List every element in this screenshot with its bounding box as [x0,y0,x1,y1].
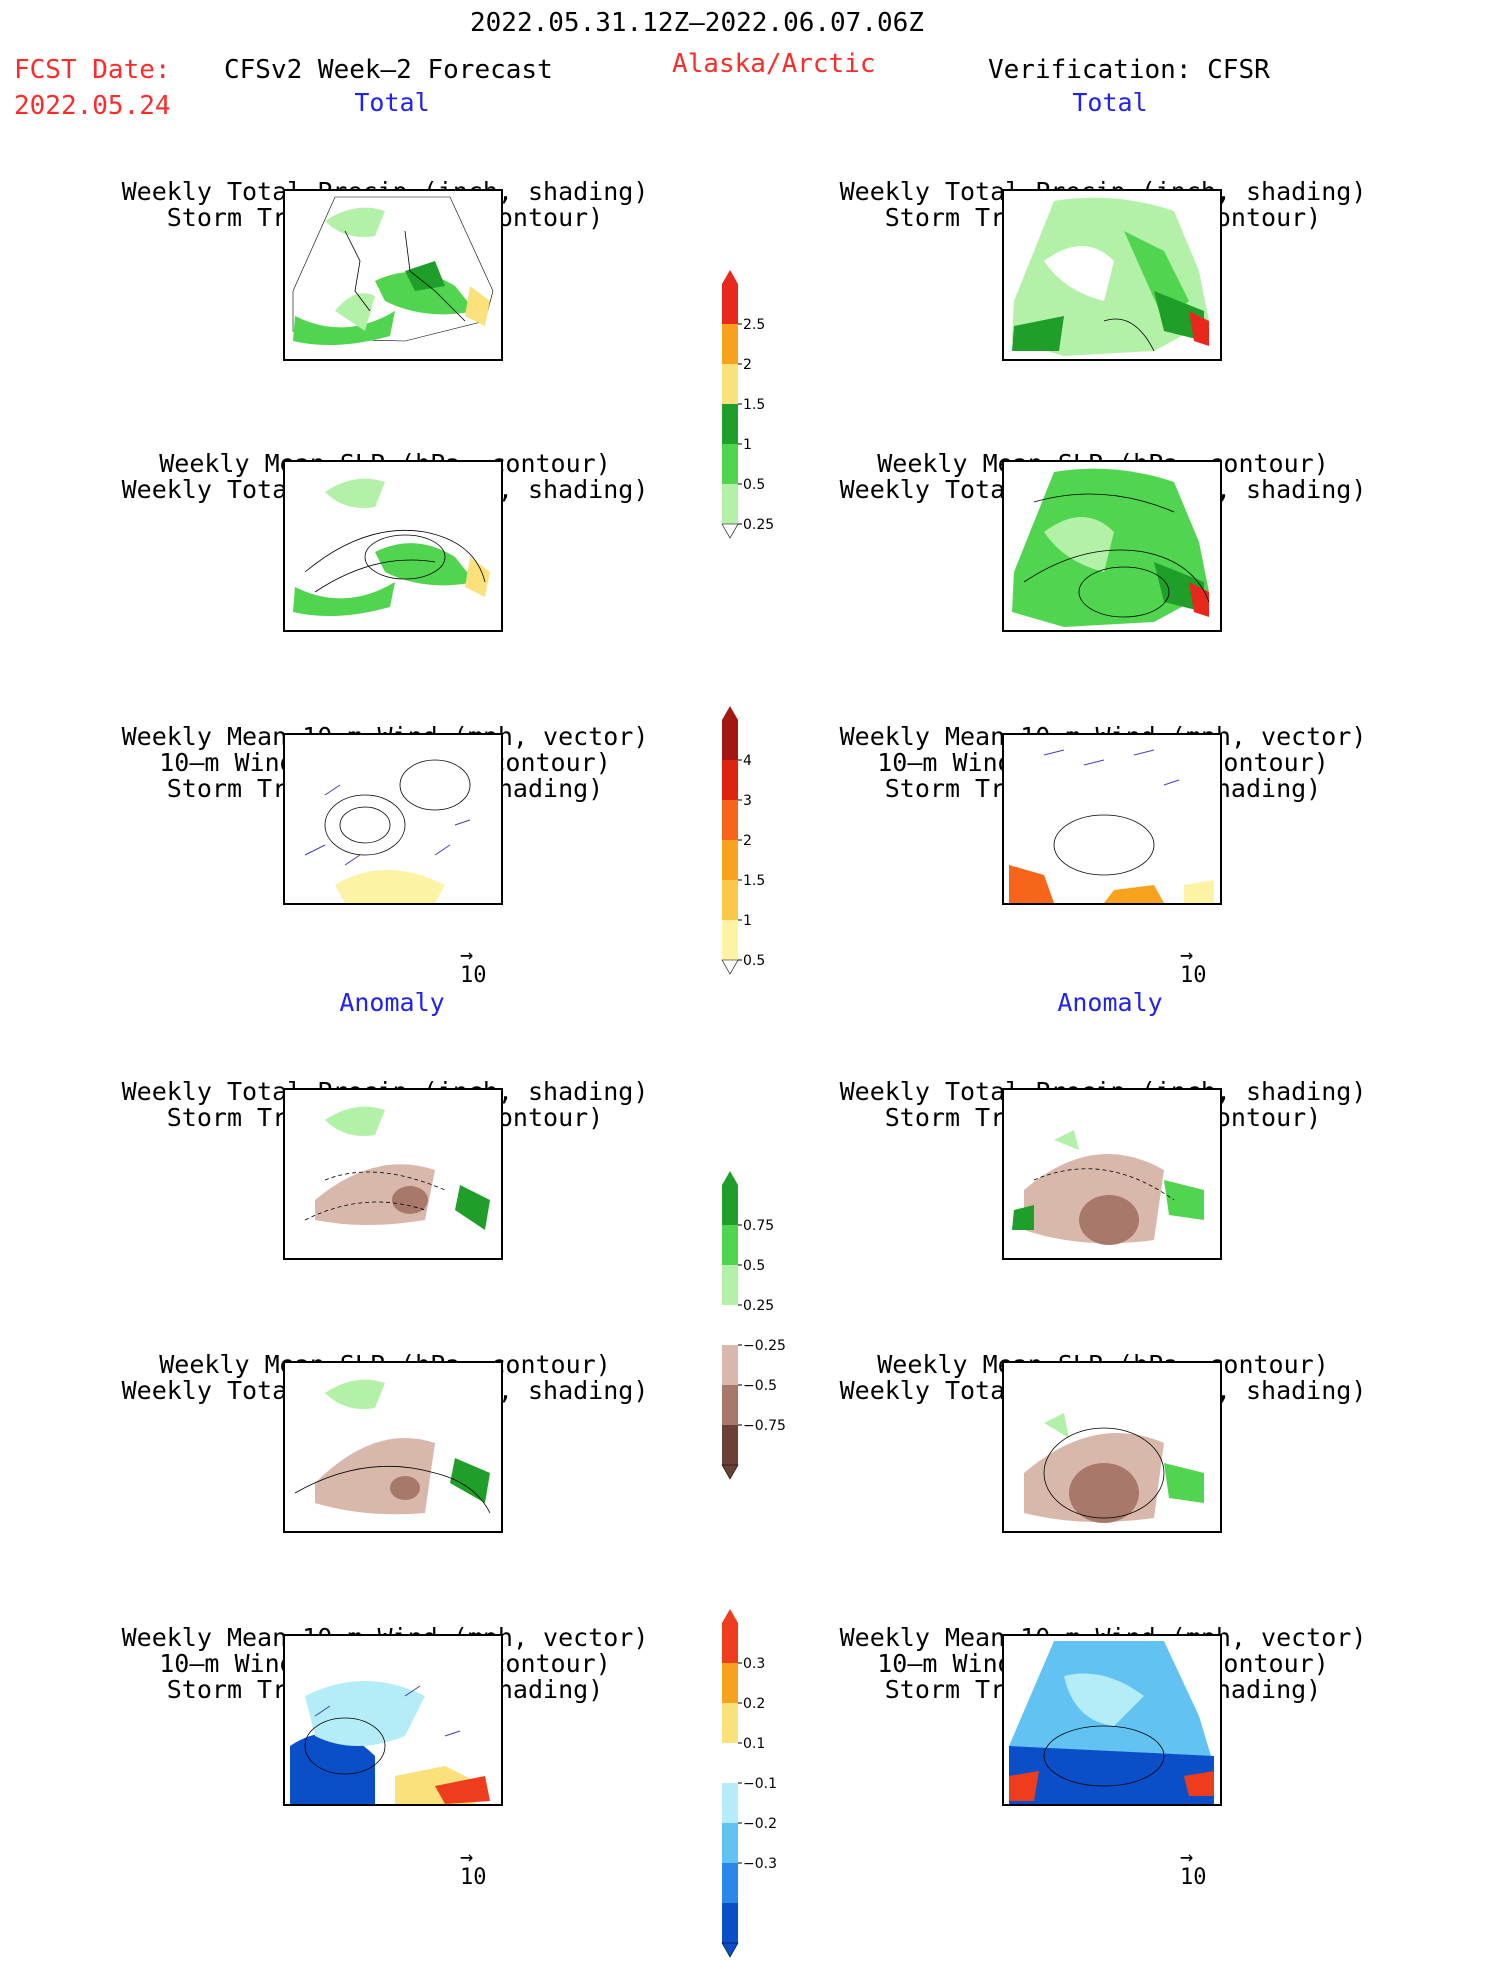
colorbar-label: 3 [743,793,752,809]
colorbar-label: 0.3 [743,1656,765,1672]
section-total-left: Total [354,88,430,117]
map-precip-storm-total-verif [1002,189,1222,361]
colorbar-label: 1.5 [743,873,765,889]
colorbar-bottom-arrow [721,1942,739,1958]
colorbar-label: 0.75 [743,1218,774,1234]
colorbar-segment [722,1903,738,1943]
colorbar-label: 1.5 [743,397,765,413]
colorbar-label: 0.5 [743,1258,765,1274]
colorbar-top-arrow [722,270,738,284]
colorbar-bottom-arrow [721,523,739,539]
colorbar-segment [722,1385,738,1425]
colorbar-label: 0.2 [743,1696,765,1712]
colorbar-label: 1 [743,913,752,929]
map-slp-precip-total-fcst [283,460,503,632]
verification-title: Verification: CFSR [988,55,1270,85]
section-anomaly-right: Anomaly [1057,988,1163,1017]
colorbar-segment [722,484,738,524]
colorbar-segment [722,1663,738,1703]
colorbar-label: 2 [743,833,752,849]
colorbar-segment [722,760,738,800]
colorbar-segment [722,364,738,404]
colorbar-label: −0.75 [743,1418,786,1434]
colorbar-segment [722,1743,738,1783]
colorbar-precip-anom: 0.75 0.5 0.25 −0.25 −0.5 −0.75 [721,1171,812,1483]
colorbar-label: 0.25 [743,517,774,533]
colorbar-segment [722,800,738,840]
map-slp-precip-total-verif [1002,460,1222,632]
colorbar-label: 0.25 [743,1298,774,1314]
colorbar-precip-total: 2.5 2 1.5 1 0.5 0.25 [721,270,812,542]
colorbar-segment [722,720,738,760]
map-slp-precip-anom-verif [1002,1361,1222,1533]
colorbar-segment [722,444,738,484]
map-precip-storm-anom-fcst [283,1088,503,1260]
vector-ref-total-fcst: → 10 [460,943,487,988]
colorbar-segment [722,920,738,960]
region-title: Alaska/Arctic [672,49,876,79]
map-precip-storm-total-fcst [283,189,503,361]
colorbar-top-arrow [722,706,738,720]
colorbar-segment [722,284,738,324]
colorbar-label: −0.2 [743,1816,777,1832]
map-wind-storm-anom-verif [1002,1634,1222,1806]
vector-ref-total-verif: → 10 [1180,943,1207,988]
vector-ref-anom-fcst: → 10 [460,1845,487,1890]
colorbar-segment [722,1425,738,1465]
colorbar-segment [722,1305,738,1345]
colorbar-segment [722,1185,738,1225]
colorbar-label: 1 [743,437,752,453]
colorbar-label: −0.1 [743,1776,777,1792]
map-wind-storm-total-fcst [283,733,503,905]
colorbar-label: −0.25 [743,1338,786,1354]
vector-ref-anom-verif: → 10 [1180,1845,1207,1890]
colorbar-top-arrow [722,1171,738,1185]
colorbar-label: 0.1 [743,1736,765,1752]
map-precip-storm-anom-verif [1002,1088,1222,1260]
colorbar-label: −0.5 [743,1378,777,1394]
map-wind-storm-total-verif [1002,733,1222,905]
colorbar-label: −0.3 [743,1856,777,1872]
colorbar-segment [722,1265,738,1305]
colorbar-storm-anom: 0.3 0.2 0.1 −0.1 −0.2 −0.3 [721,1609,812,1961]
colorbar-segment [722,1345,738,1385]
fcst-label: FCST Date: [14,55,171,85]
map-wind-storm-anom-fcst [283,1634,503,1806]
colorbar-segment [722,404,738,444]
colorbar-segment [722,840,738,880]
colorbar-top-arrow [722,1609,738,1623]
colorbar-segment [722,1623,738,1663]
colorbar-segment [722,1823,738,1863]
colorbar-segment [722,880,738,920]
model-title: CFSv2 Week–2 Forecast [224,55,553,85]
colorbar-segment [722,1863,738,1903]
colorbar-label: 0.5 [743,953,765,969]
colorbar-bottom-arrow [721,1464,739,1480]
colorbar-segment [722,324,738,364]
colorbar-label: 2 [743,357,752,373]
colorbar-label: 0.5 [743,477,765,493]
colorbar-segment [722,1703,738,1743]
colorbar-label: 2.5 [743,317,765,333]
section-total-right: Total [1072,88,1148,117]
colorbar-segment [722,1225,738,1265]
colorbar-bottom-arrow [721,959,739,975]
colorbar-label: 4 [743,753,752,769]
colorbar-segment [722,1783,738,1823]
map-slp-precip-anom-fcst [283,1361,503,1533]
section-anomaly-left: Anomaly [339,988,445,1017]
colorbar-storm-total: 4 3 2 1.5 1 0.5 [721,706,812,978]
period-title: 2022.05.31.12Z–2022.06.07.06Z [470,8,924,38]
fcst-date: 2022.05.24 [14,91,171,121]
